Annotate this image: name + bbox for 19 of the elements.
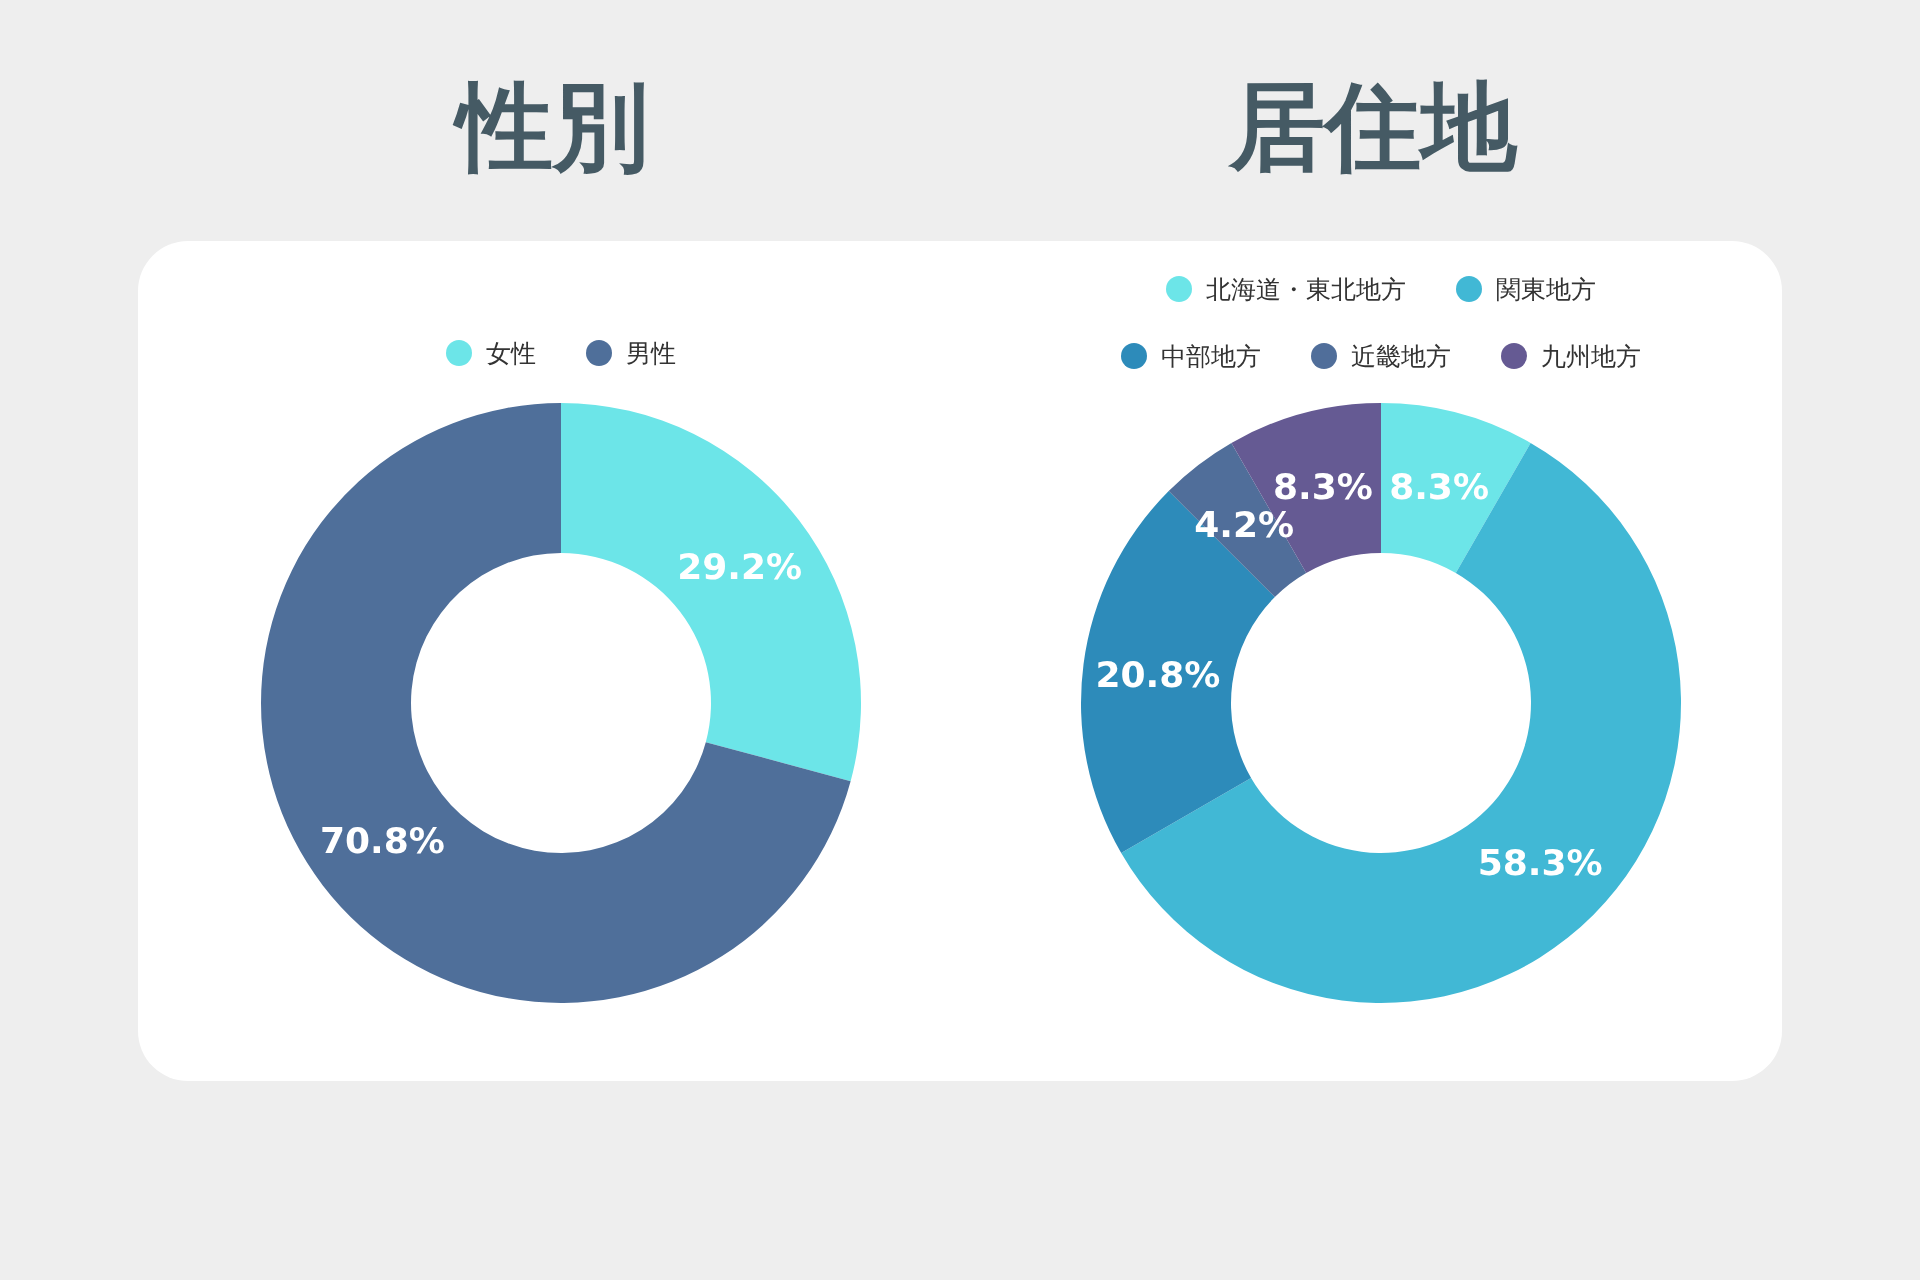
- data-label: 4.2%: [1194, 504, 1295, 546]
- data-label: 8.3%: [1389, 465, 1489, 507]
- chart-title: 性別: [452, 71, 649, 183]
- data-label: 8.3%: [1273, 465, 1373, 507]
- legend-label: 九州地方: [1541, 342, 1641, 371]
- legend-label: 北海道・東北地方: [1206, 275, 1406, 304]
- data-label: 20.8%: [1095, 653, 1221, 695]
- data-label: 29.2%: [677, 546, 803, 588]
- legend-label: 近畿地方: [1351, 342, 1451, 371]
- data-label: 58.3%: [1477, 841, 1603, 883]
- legend-label: 中部地方: [1161, 342, 1261, 371]
- donut-slice: [1381, 403, 1531, 573]
- chart-title: 居住地: [1227, 71, 1518, 183]
- legend-label: 女性: [486, 339, 536, 368]
- donut-slice: [261, 403, 851, 1003]
- legend-label: 関東地方: [1496, 275, 1596, 304]
- data-label: 70.8%: [319, 819, 445, 861]
- donut-slice: [561, 403, 861, 782]
- legend-label: 男性: [626, 339, 676, 368]
